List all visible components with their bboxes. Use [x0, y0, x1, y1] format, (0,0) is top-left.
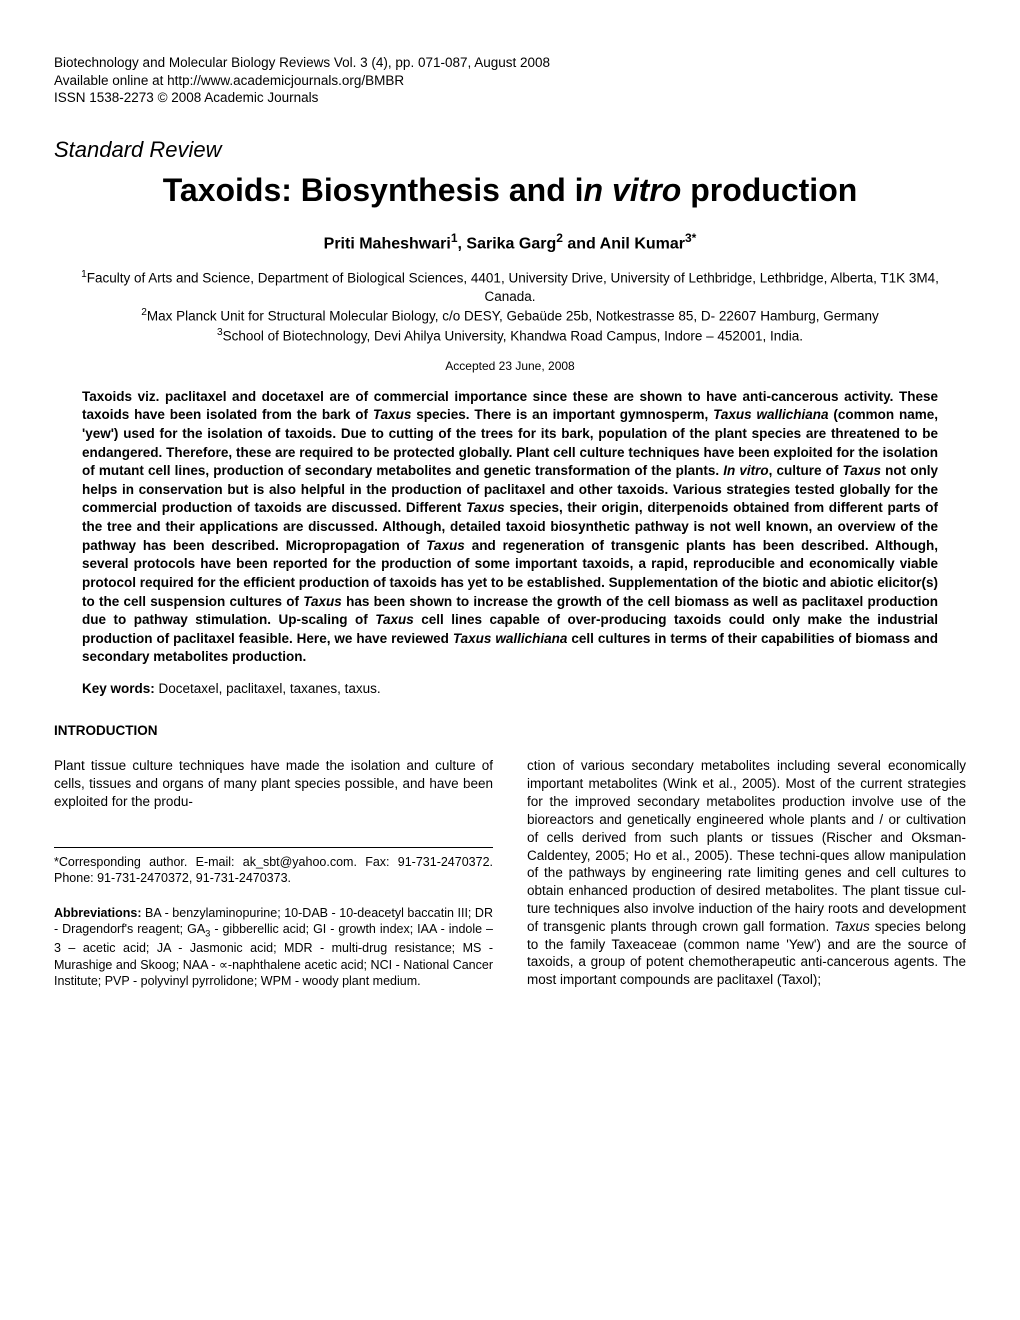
affiliation-2: 2Max Planck Unit for Structural Molecula… [54, 306, 966, 326]
journal-header: Biotechnology and Molecular Biology Revi… [54, 54, 966, 107]
title-text-2: production [681, 172, 857, 208]
header-line-1: Biotechnology and Molecular Biology Revi… [54, 54, 966, 72]
affiliation-1: 1Faculty of Arts and Science, Department… [54, 268, 966, 306]
review-type: Standard Review [54, 137, 966, 163]
title-italic: n vitro [584, 172, 682, 208]
left-paragraph-1: Plant tissue culture techniques have mad… [54, 757, 493, 810]
title-text-1: Taxoids: Biosynthesis and i [163, 172, 584, 208]
authors: Priti Maheshwari1, Sarika Garg2 and Anil… [54, 231, 966, 254]
accepted-date: Accepted 23 June, 2008 [54, 359, 966, 373]
right-paragraph: ction of various secondary metabolites i… [527, 757, 966, 989]
affiliations: 1Faculty of Arts and Science, Department… [54, 268, 966, 345]
body-columns: Plant tissue culture techniques have mad… [54, 757, 966, 989]
keywords-label: Key words: [82, 681, 155, 696]
abbreviations: Abbreviations: BA - benzylaminopurine; 1… [54, 905, 493, 990]
abbreviations-label: Abbreviations: [54, 906, 142, 920]
header-line-2: Available online at http://www.academicj… [54, 72, 966, 90]
header-line-3: ISSN 1538-2273 © 2008 Academic Journals [54, 89, 966, 107]
column-left: Plant tissue culture techniques have mad… [54, 757, 493, 989]
column-right: ction of various secondary metabolites i… [527, 757, 966, 989]
keywords-text: Docetaxel, paclitaxel, taxanes, taxus. [155, 681, 381, 696]
abstract: Taxoids viz. paclitaxel and docetaxel ar… [82, 388, 938, 667]
introduction-heading: INTRODUCTION [54, 723, 966, 739]
corresponding-author: *Corresponding author. E-mail: ak_sbt@ya… [54, 854, 493, 887]
paper-title: Taxoids: Biosynthesis and in vitro produ… [54, 171, 966, 209]
footnote-separator [54, 847, 493, 848]
affiliation-3: 3School of Biotechnology, Devi Ahilya Un… [54, 326, 966, 346]
keywords: Key words: Docetaxel, paclitaxel, taxane… [82, 681, 938, 697]
